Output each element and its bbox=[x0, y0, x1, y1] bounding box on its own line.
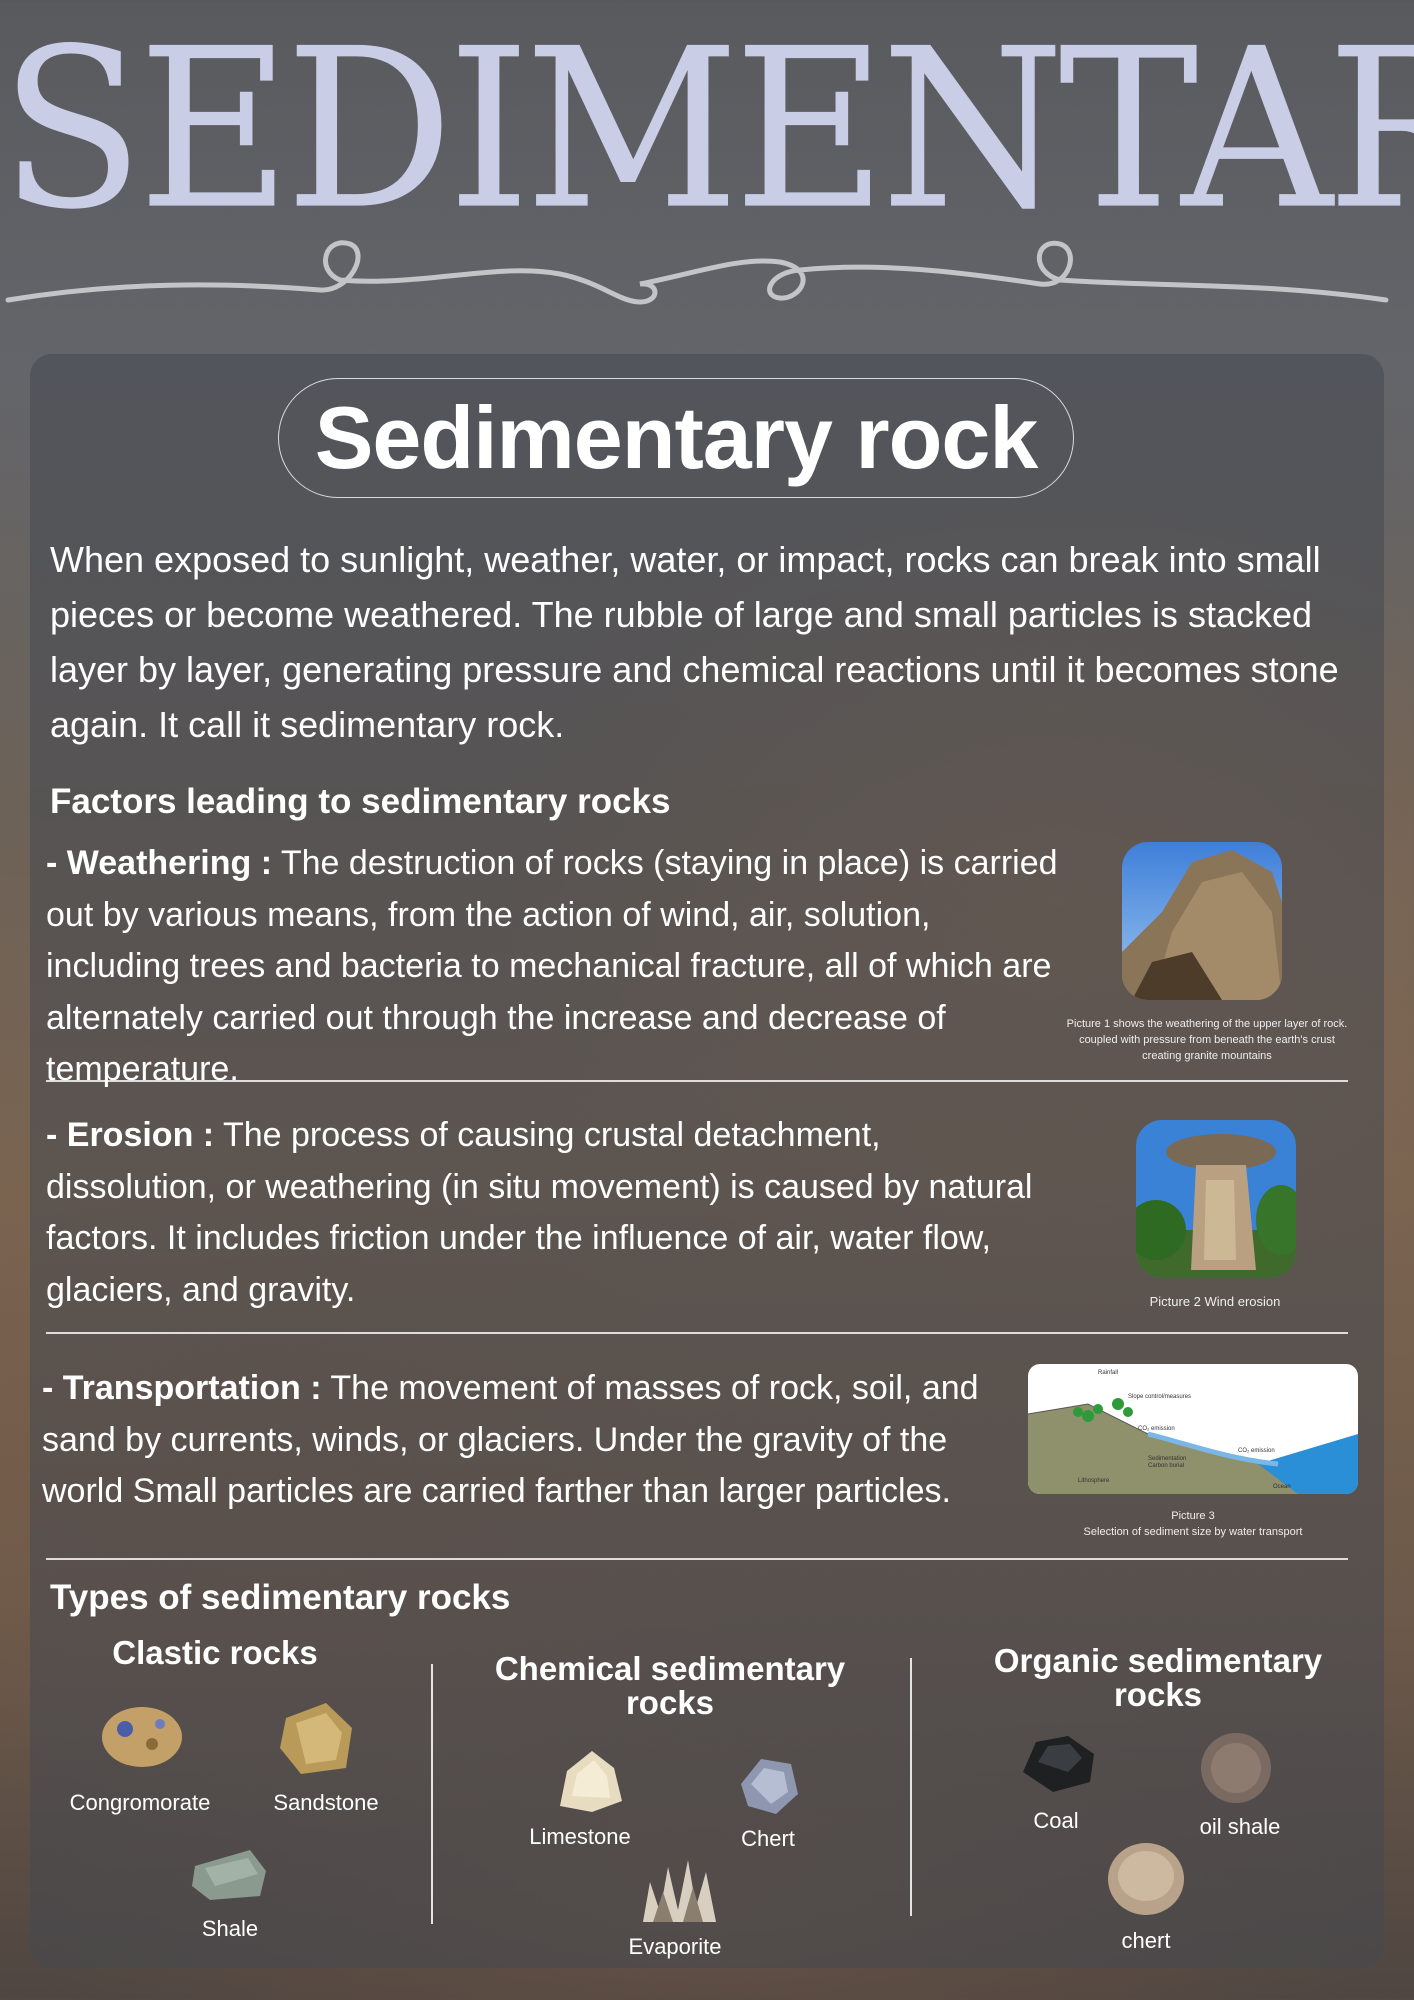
coal-rock-image bbox=[1023, 1736, 1094, 1792]
organic-chert-rock-image bbox=[1108, 1843, 1184, 1915]
diagram-label-sedimentation: Sedimentation bbox=[1148, 1456, 1186, 1462]
erosion-photo bbox=[1136, 1120, 1296, 1278]
transport-caption-line2: Selection of sediment size by water tran… bbox=[1083, 1526, 1303, 1538]
rock-label-organic-chert: chert bbox=[1121, 1928, 1171, 1953]
transport-caption-line1: Picture 3 bbox=[1171, 1510, 1215, 1522]
weathering-text: The destruction of rocks (staying in pla… bbox=[46, 844, 1058, 1088]
diagram-label-rainfall: Rainfall bbox=[1098, 1370, 1118, 1376]
types-heading: Types of sedimentary rocks bbox=[50, 1578, 511, 1617]
page-header-title: SEDIMENTARY bbox=[0, 0, 1414, 259]
shale-rock-image bbox=[192, 1850, 266, 1900]
weathering-term: - Weathering : bbox=[46, 844, 273, 882]
diagram-label-lithosphere: Lithosphere bbox=[1078, 1478, 1110, 1484]
oil-shale-rock-image bbox=[1201, 1733, 1271, 1803]
clastic-rocks-title: Clastic rocks bbox=[112, 1634, 318, 1671]
transportation-text: The movement of masses of rock, soil, an… bbox=[42, 1369, 979, 1510]
conglomerate-rock-image bbox=[102, 1707, 182, 1767]
factors-heading: Factors leading to sedimentary rocks bbox=[50, 782, 671, 821]
rock-label-chert: Chert bbox=[741, 1826, 795, 1851]
erosion-caption: Picture 2 Wind erosion bbox=[1149, 1294, 1281, 1309]
weathering-paragraph: - Weathering : The destruction of rocks … bbox=[46, 838, 1066, 1096]
intro-paragraph: When exposed to sunlight, weather, water… bbox=[50, 539, 1339, 745]
erosion-text: The process of causing crustal detachmen… bbox=[46, 1116, 1033, 1309]
rock-label-limestone: Limestone bbox=[529, 1824, 631, 1849]
weathering-photo bbox=[1122, 842, 1282, 1000]
chemical-rocks-title-line2: rocks bbox=[625, 1684, 715, 1721]
erosion-term: - Erosion : bbox=[46, 1116, 215, 1154]
organic-rocks-title: Organic sedimentary rocks bbox=[958, 1644, 1358, 1712]
limestone-rock-image bbox=[560, 1751, 622, 1812]
rock-label-oil-shale: oil shale bbox=[1199, 1814, 1281, 1839]
section-divider bbox=[46, 1080, 1348, 1082]
diagram-label-carbon-burial: Carbon burial bbox=[1148, 1463, 1184, 1469]
card-title: Sedimentary rock bbox=[278, 378, 1074, 498]
chert-rock-image bbox=[741, 1759, 798, 1814]
rock-label-evaporite: Evaporite bbox=[628, 1934, 722, 1959]
diagram-label-ocean: Ocean bbox=[1273, 1484, 1291, 1490]
chemical-rocks-title-line1: Chemical sedimentary bbox=[494, 1650, 846, 1687]
erosion-paragraph: - Erosion : The process of causing crust… bbox=[46, 1110, 1046, 1316]
section-divider bbox=[46, 1558, 1348, 1560]
rock-label-coal: Coal bbox=[1033, 1808, 1079, 1833]
sandstone-rock-image bbox=[280, 1703, 352, 1774]
decorative-swirl-divider bbox=[5, 240, 1389, 305]
rock-label-shale: Shale bbox=[201, 1916, 259, 1941]
transportation-term: - Transportation : bbox=[42, 1369, 322, 1407]
diagram-label-co2-emission: CO₂ emission bbox=[1138, 1426, 1175, 1432]
evaporite-rock-image bbox=[643, 1860, 716, 1922]
rock-label-sandstone: Sandstone bbox=[273, 1790, 379, 1815]
transport-diagram: Rainfall Slope control/measures CO₂ emis… bbox=[1028, 1364, 1358, 1494]
organic-rocks-title-line2: rocks bbox=[1113, 1676, 1203, 1713]
diagram-label-slope: Slope control/measures bbox=[1128, 1394, 1191, 1400]
transport-caption: Picture 3 Selection of sediment size by … bbox=[1048, 1508, 1338, 1540]
types-column-divider bbox=[910, 1658, 912, 1916]
rock-label-conglomerate: Congromorate bbox=[69, 1790, 211, 1815]
types-column-divider bbox=[431, 1664, 433, 1924]
section-divider bbox=[46, 1332, 1348, 1334]
transportation-paragraph: - Transportation : The movement of masse… bbox=[42, 1363, 1022, 1518]
diagram-label-co2-emission-2: CO₂ emission bbox=[1238, 1448, 1275, 1454]
organic-rocks-title-line1: Organic sedimentary bbox=[993, 1642, 1323, 1679]
weathering-caption: Picture 1 shows the weathering of the up… bbox=[1066, 1018, 1348, 1062]
chemical-rocks-title: Chemical sedimentary rocks bbox=[470, 1652, 870, 1720]
